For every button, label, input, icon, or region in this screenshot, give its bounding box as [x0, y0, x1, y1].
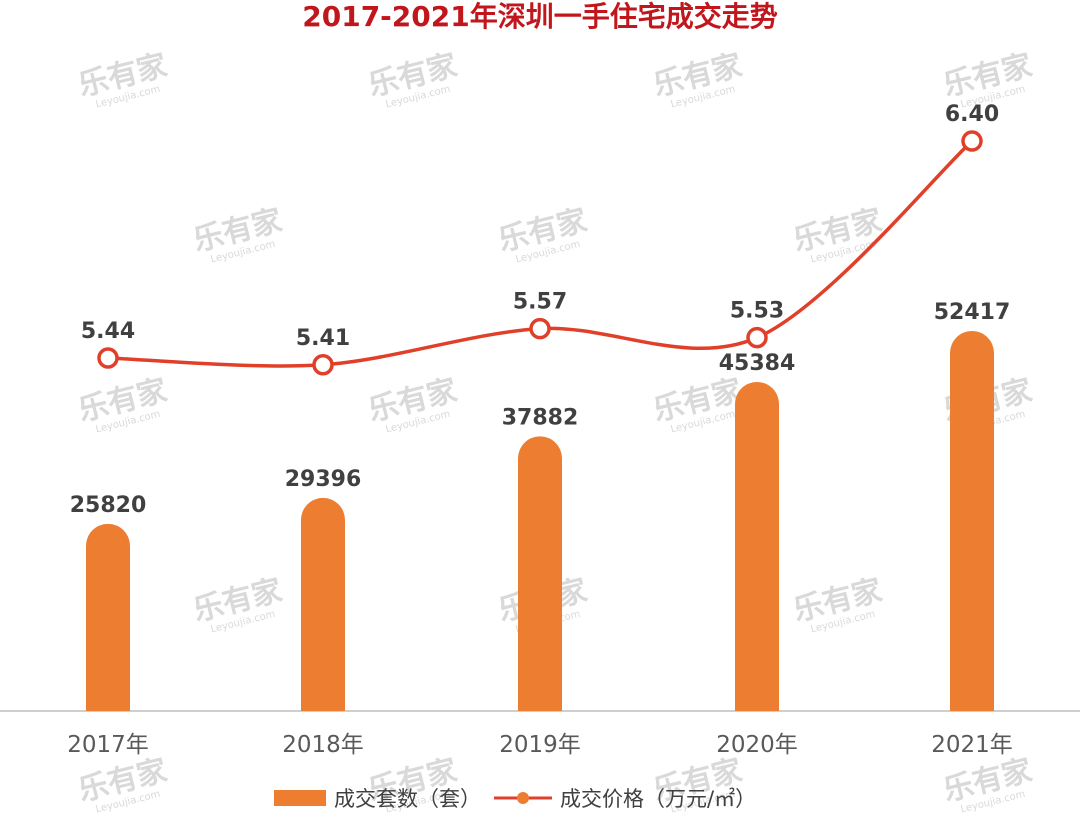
bar: [950, 331, 994, 711]
x-tick-label: 2017年: [67, 732, 149, 758]
bar: [518, 436, 562, 711]
line-point: [529, 317, 551, 340]
x-tick-label: 2021年: [931, 732, 1013, 758]
bar-series: [86, 331, 994, 711]
legend-line-marker: [517, 792, 529, 804]
line-series: 5.44 5.41 5.57 5.53 6.40: [81, 102, 999, 376]
bar: [301, 497, 345, 711]
line-point: [97, 347, 119, 369]
bar: [735, 381, 779, 711]
line-value-label: 5.53: [730, 299, 784, 324]
bar-value-label: 45384: [719, 351, 796, 376]
x-tick-label: 2020年: [716, 732, 798, 758]
bar: [86, 523, 130, 711]
bar-value-label: 25820: [70, 493, 147, 518]
chart-title: 2017-2021年深圳一手住宅成交走势: [302, 0, 777, 33]
legend-bar-label: 成交套数（套）: [334, 787, 481, 811]
line-point: [312, 354, 334, 376]
line-value-label: 5.44: [81, 319, 135, 344]
x-tick-label: 2019年: [499, 732, 581, 758]
line-point: [746, 326, 768, 349]
legend-bar-swatch: [274, 790, 326, 806]
x-axis-ticks: 2017年 2018年 2019年 2020年 2021年: [67, 732, 1013, 758]
line-value-label: 5.41: [296, 326, 350, 351]
line-value-label: 5.57: [513, 290, 567, 315]
x-tick-label: 2018年: [282, 732, 364, 758]
line-point: [961, 130, 983, 152]
legend-line-label: 成交价格（万元/㎡）: [560, 787, 756, 811]
bar-value-labels: 25820 29396 37882 45384 52417: [70, 300, 1011, 518]
bar-value-label: 52417: [934, 300, 1011, 325]
bar-value-label: 37882: [502, 405, 579, 430]
price-line: [107, 139, 974, 368]
bar-value-label: 29396: [285, 467, 362, 492]
line-value-label: 6.40: [945, 102, 999, 127]
legend: 成交套数（套） 成交价格（万元/㎡）: [274, 787, 756, 811]
